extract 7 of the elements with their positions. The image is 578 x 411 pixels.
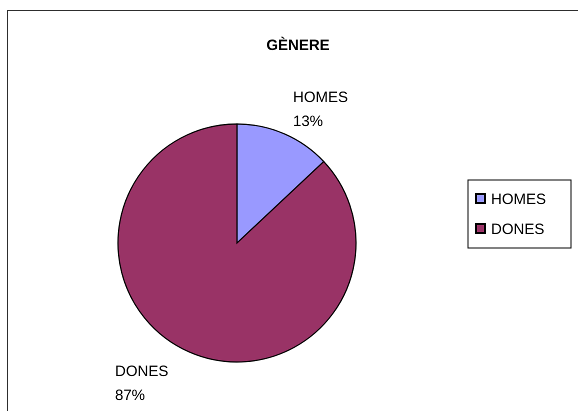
slice-label: HOMES	[293, 89, 348, 106]
data-label: 13%	[293, 113, 324, 130]
slice-label: DONES	[115, 363, 168, 380]
legend-label: HOMES	[491, 191, 546, 208]
data-label: 87%	[115, 387, 146, 404]
legend-label: DONES	[491, 221, 544, 238]
chart-title: GÈNERE	[266, 36, 330, 54]
